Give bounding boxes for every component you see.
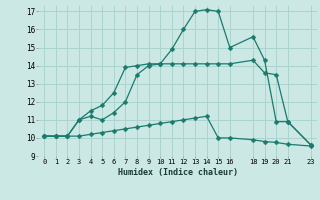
X-axis label: Humidex (Indice chaleur): Humidex (Indice chaleur) [118,168,238,177]
